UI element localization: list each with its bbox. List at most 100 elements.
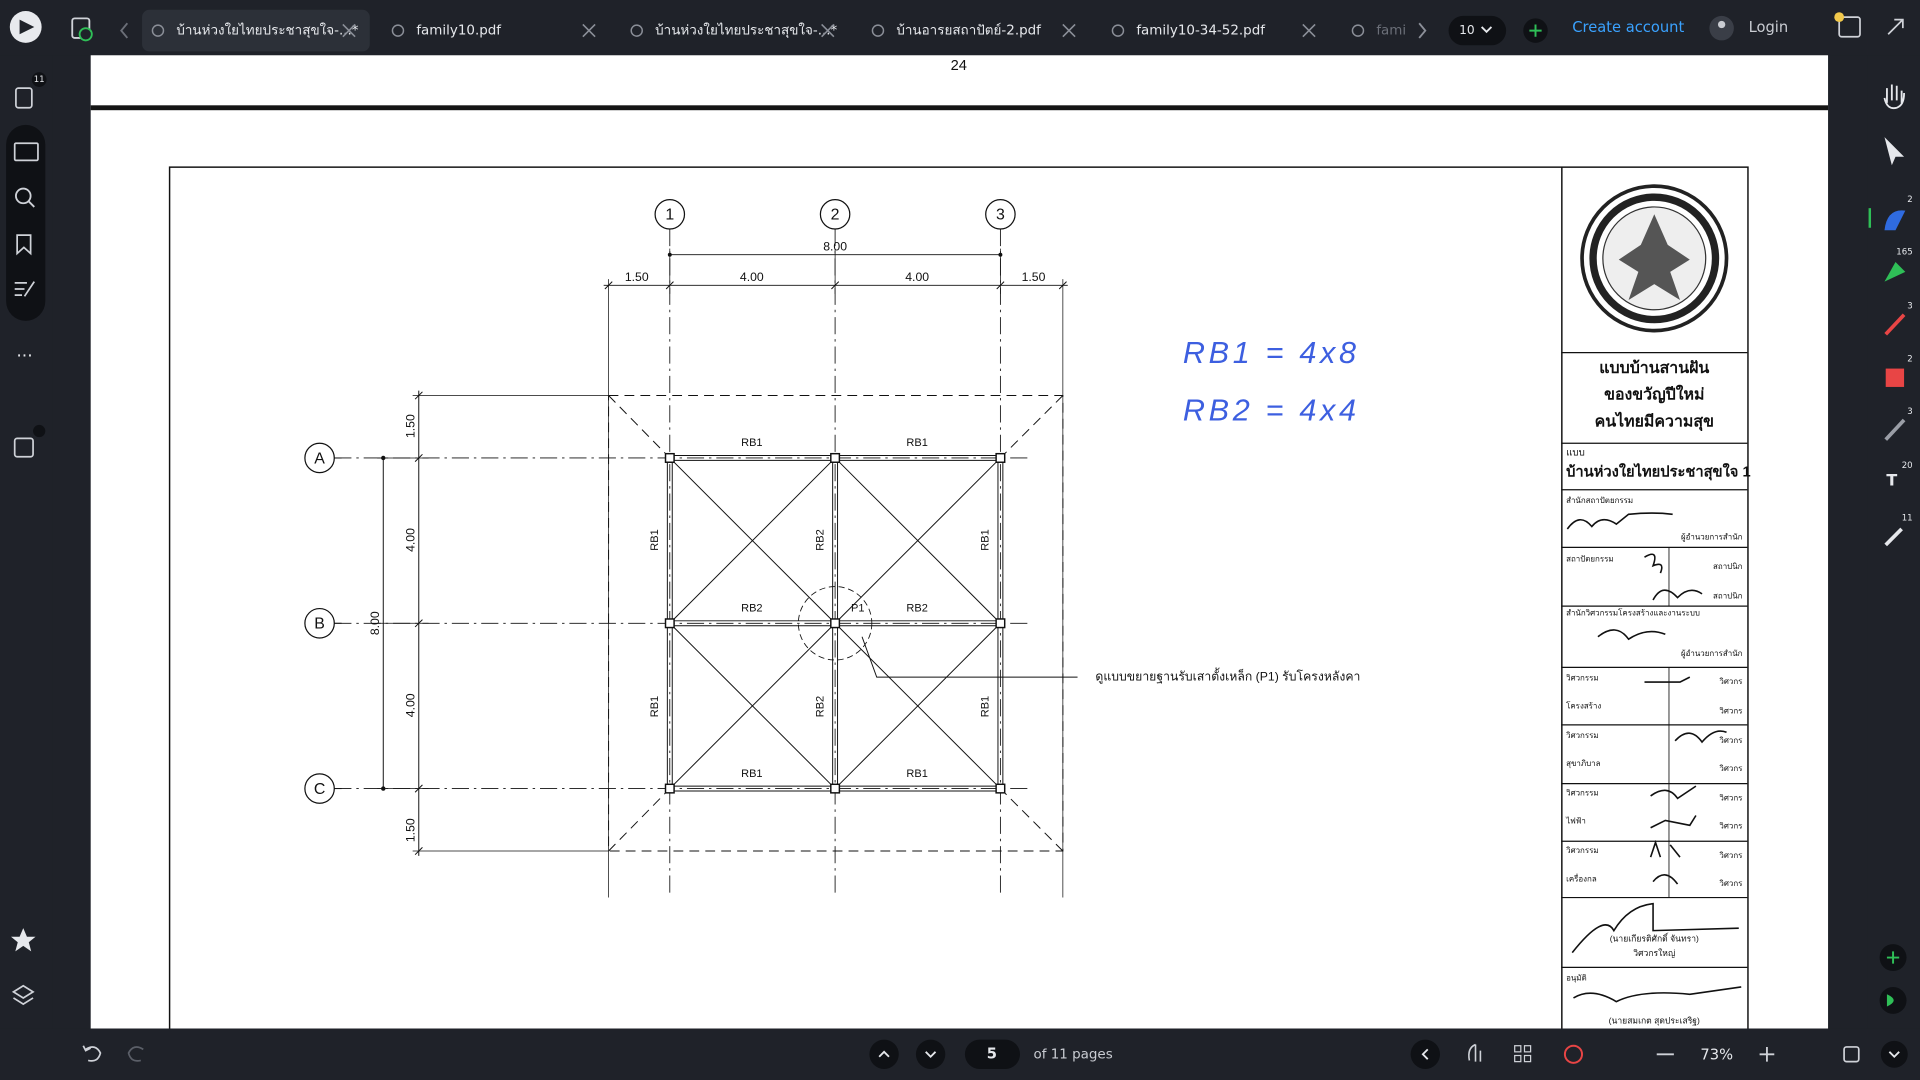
title-block-label: สำนักสถาปัตยกรรม bbox=[1566, 496, 1633, 505]
pages-badge-bg bbox=[31, 72, 47, 87]
emblem bbox=[1580, 184, 1729, 333]
hand-tool[interactable] bbox=[1883, 84, 1905, 110]
tab-close[interactable] bbox=[582, 23, 596, 38]
back-button[interactable] bbox=[1410, 1039, 1440, 1069]
title-block-label: วิศวกร bbox=[1719, 677, 1743, 686]
reader-button[interactable] bbox=[13, 142, 39, 162]
column bbox=[664, 783, 675, 794]
stamp-button[interactable] bbox=[13, 437, 34, 458]
prev-page-button[interactable] bbox=[869, 1039, 899, 1069]
shape-tool[interactable] bbox=[1884, 210, 1906, 231]
beam-label: RB2 bbox=[814, 696, 826, 717]
title-block-label: สถาปัตยกรรม bbox=[1566, 555, 1614, 564]
page-input[interactable] bbox=[964, 1039, 1020, 1069]
collapse-button[interactable] bbox=[1887, 18, 1904, 35]
dimension-label: 4.00 bbox=[404, 528, 418, 552]
next-page-button[interactable] bbox=[915, 1039, 946, 1069]
view-menu-button[interactable] bbox=[1880, 1040, 1908, 1068]
callout-text: ดูแบบขยายฐานรับเสาตั้งเหล็ก (P1) รับโครง… bbox=[1095, 667, 1360, 684]
column bbox=[830, 452, 841, 463]
column bbox=[995, 783, 1006, 794]
app-logo-mark bbox=[19, 19, 35, 35]
undo-button[interactable] bbox=[82, 1045, 102, 1062]
pages-button[interactable] bbox=[15, 87, 33, 109]
active-tab[interactable] bbox=[142, 9, 370, 52]
active-indicator bbox=[1868, 208, 1872, 228]
signature bbox=[1650, 785, 1697, 800]
tab-count-button[interactable] bbox=[1448, 15, 1507, 46]
title-block-label: สุขาภิบาล bbox=[1566, 759, 1600, 768]
handwritten-note: RB2 = 4x4 bbox=[1183, 394, 1360, 428]
login-link[interactable]: Login bbox=[1749, 19, 1789, 36]
grid-bubble-label: 1 bbox=[665, 207, 674, 224]
theme-button[interactable] bbox=[1563, 1044, 1584, 1064]
annotate-button[interactable] bbox=[14, 281, 35, 297]
dimension-tick bbox=[1058, 281, 1067, 290]
handwritten-note: RB1 = 4x8 bbox=[1183, 336, 1360, 370]
zoom-in-button[interactable] bbox=[1759, 1046, 1775, 1062]
title-block-label: วิศวกร bbox=[1719, 736, 1743, 745]
current-page: 5 bbox=[987, 1045, 997, 1062]
signature bbox=[1644, 553, 1663, 574]
tab-close[interactable] bbox=[1062, 23, 1076, 38]
brace bbox=[669, 457, 836, 624]
tab-cloud-icon bbox=[630, 24, 643, 37]
title-block-label: วิศวกร bbox=[1719, 707, 1743, 716]
tabs-prev[interactable] bbox=[120, 22, 129, 39]
redo-button[interactable] bbox=[127, 1046, 144, 1062]
favorites-button[interactable] bbox=[11, 928, 36, 952]
gesture-button[interactable] bbox=[1468, 1043, 1482, 1062]
beam-label: RB1 bbox=[741, 437, 762, 449]
column-label: P1 bbox=[851, 602, 864, 614]
dimension-label: 8.00 bbox=[823, 240, 847, 254]
dimension-label: 1.50 bbox=[1022, 270, 1046, 284]
beam-label: RB1 bbox=[980, 696, 992, 717]
dimension-label: 4.00 bbox=[905, 270, 929, 284]
emblem-figure bbox=[1618, 214, 1690, 300]
eraser-tool[interactable] bbox=[1884, 527, 1903, 547]
title-block-label: (นายสมเกต สุดประเสริฐ) bbox=[1609, 1015, 1700, 1026]
create-account-link[interactable]: Create account bbox=[1572, 19, 1684, 36]
highlight-tool[interactable] bbox=[1884, 262, 1906, 282]
plan-name: บ้านห่วงใยไทยประชาสุขใจ 1 bbox=[1566, 463, 1751, 481]
tool-badge: 2 bbox=[1907, 354, 1912, 364]
search-handle bbox=[27, 200, 35, 208]
select-tool[interactable] bbox=[1884, 137, 1905, 166]
zoom-level[interactable]: 73% bbox=[1700, 1047, 1733, 1064]
beam-label: RB2 bbox=[906, 602, 927, 614]
back-icon bbox=[1421, 1048, 1429, 1060]
column bbox=[664, 618, 675, 629]
search-button[interactable] bbox=[15, 187, 32, 205]
tab-close[interactable] bbox=[342, 23, 356, 38]
more-button[interactable]: ··· bbox=[16, 346, 32, 366]
dimension-tick bbox=[414, 619, 423, 628]
title-block-label: ผู้อำนวยการสำนัก bbox=[1681, 533, 1743, 543]
signature bbox=[1573, 986, 1742, 1003]
pen-tool[interactable] bbox=[1884, 313, 1906, 336]
text-tool[interactable]: T bbox=[1886, 471, 1897, 490]
title-block-label: วิศวกรรม bbox=[1566, 731, 1599, 740]
brace bbox=[834, 457, 1001, 624]
fit-button[interactable] bbox=[1843, 1046, 1860, 1063]
dimension-tick bbox=[414, 391, 423, 400]
tab-close[interactable] bbox=[1302, 23, 1316, 38]
tabs-next[interactable] bbox=[1418, 22, 1427, 39]
tool-badge: 165 bbox=[1896, 248, 1912, 258]
emblem-ring bbox=[1580, 184, 1729, 333]
grid-view-button[interactable] bbox=[1514, 1045, 1532, 1063]
bookmark-button[interactable] bbox=[16, 234, 32, 256]
ai-icon bbox=[1886, 994, 1894, 1007]
tab-title: บ้านอารยสถาปัตย์-2.pdf bbox=[896, 23, 1041, 39]
column bbox=[995, 618, 1006, 629]
beam-label: RB1 bbox=[741, 768, 762, 780]
tool-badge: 3 bbox=[1907, 407, 1912, 417]
layers-button[interactable] bbox=[11, 984, 35, 1006]
history-badge bbox=[78, 27, 93, 42]
pencil-tool[interactable] bbox=[1884, 418, 1906, 441]
panel-button[interactable] bbox=[1838, 16, 1861, 38]
title-block-label: สถาปนิก bbox=[1713, 591, 1743, 600]
grid-cell bbox=[1523, 1045, 1532, 1053]
tab-close[interactable] bbox=[821, 23, 835, 38]
rectangle-tool[interactable] bbox=[1885, 368, 1905, 387]
